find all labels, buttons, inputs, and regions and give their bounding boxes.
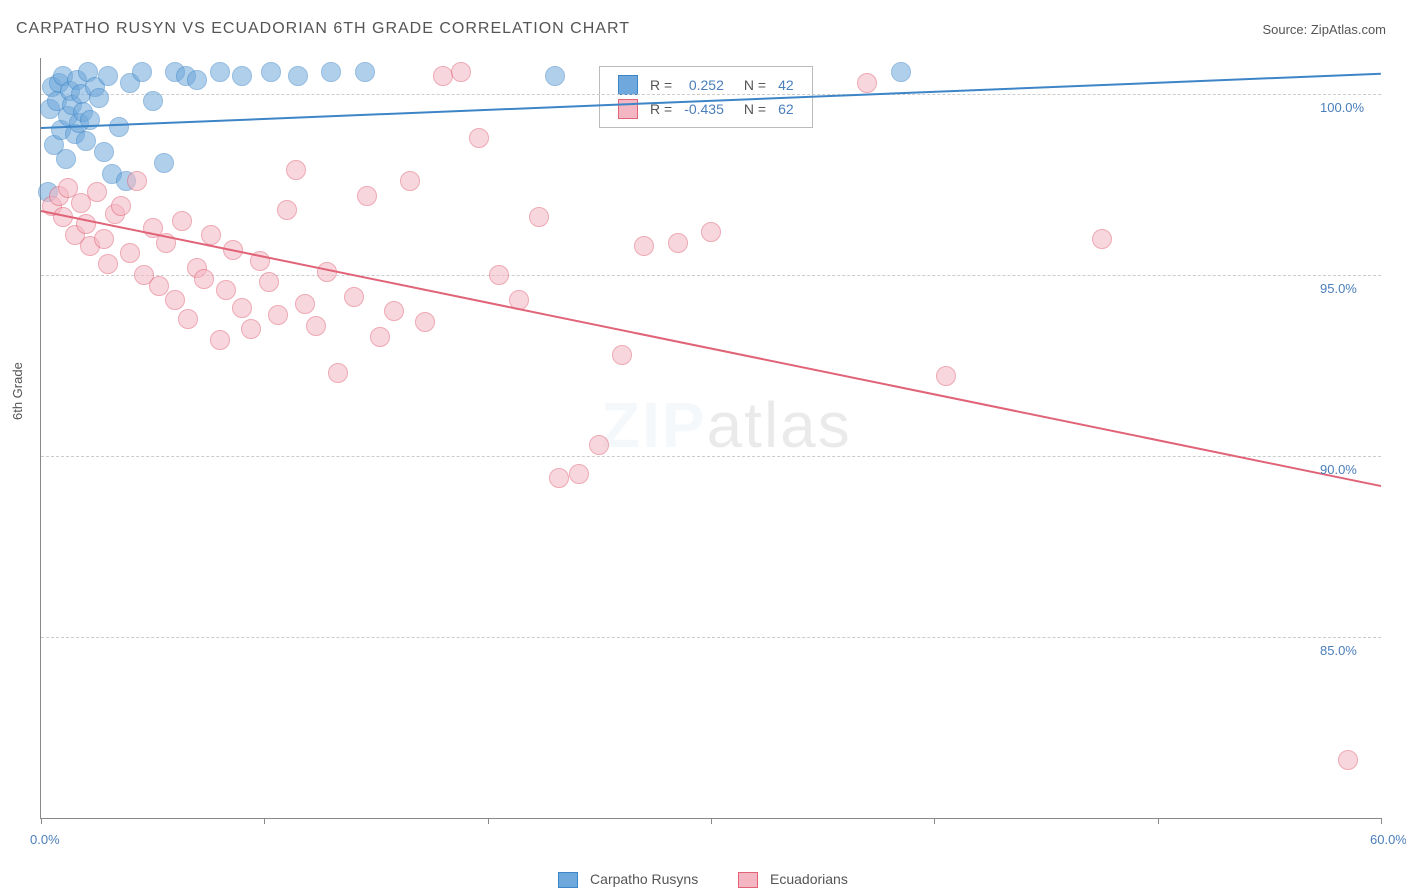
data-point-carpatho [288,66,308,86]
data-point-ecuadorian [120,243,140,263]
y-tick-label: 90.0% [1320,462,1357,477]
data-point-ecuadorian [98,254,118,274]
data-point-carpatho [891,62,911,82]
legend-label-ecuadorian: Ecuadorians [770,871,848,887]
data-point-ecuadorian [589,435,609,455]
data-point-ecuadorian [384,301,404,321]
watermark-light: atlas [707,389,852,461]
data-point-carpatho [232,66,252,86]
data-point-ecuadorian [259,272,279,292]
legend-item-ecuadorian: Ecuadorians [738,871,848,888]
data-point-carpatho [98,66,118,86]
data-point-ecuadorian [451,62,471,82]
y-tick-label: 100.0% [1320,100,1364,115]
x-tick-label: 60.0% [1370,832,1406,847]
data-point-ecuadorian [216,280,236,300]
data-point-ecuadorian [295,294,315,314]
gridline-h [41,275,1381,276]
data-point-carpatho [94,142,114,162]
data-point-ecuadorian [668,233,688,253]
data-point-ecuadorian [241,319,261,339]
data-point-ecuadorian [268,305,288,325]
data-point-ecuadorian [172,211,192,231]
gridline-h [41,637,1381,638]
data-point-ecuadorian [165,290,185,310]
data-point-ecuadorian [111,196,131,216]
data-point-ecuadorian [286,160,306,180]
data-point-ecuadorian [1338,750,1358,770]
data-point-ecuadorian [306,316,326,336]
data-point-carpatho [210,62,230,82]
data-point-ecuadorian [127,171,147,191]
legend-swatch-carpatho [558,872,578,888]
x-tick-label: 0.0% [30,832,60,847]
data-point-carpatho [89,88,109,108]
data-point-ecuadorian [400,171,420,191]
legend-bottom: Carpatho Rusyns Ecuadorians [0,871,1406,888]
data-point-ecuadorian [210,330,230,350]
x-tick [488,818,489,824]
legend-item-carpatho: Carpatho Rusyns [558,871,698,888]
data-point-ecuadorian [94,229,114,249]
gridline-h [41,94,1381,95]
data-point-ecuadorian [149,276,169,296]
data-point-ecuadorian [415,312,435,332]
y-tick-label: 85.0% [1320,643,1357,658]
data-point-ecuadorian [357,186,377,206]
data-point-ecuadorian [612,345,632,365]
data-point-carpatho [187,70,207,90]
data-point-carpatho [76,131,96,151]
data-point-ecuadorian [1092,229,1112,249]
data-point-carpatho [545,66,565,86]
data-point-ecuadorian [529,207,549,227]
y-axis-label: 6th Grade [10,362,25,420]
data-point-ecuadorian [277,200,297,220]
data-point-ecuadorian [344,287,364,307]
data-point-ecuadorian [370,327,390,347]
chart-source: Source: ZipAtlas.com [1262,22,1386,37]
data-point-carpatho [132,62,152,82]
trend-line-ecuadorian [41,210,1381,487]
data-point-ecuadorian [194,269,214,289]
data-point-carpatho [56,149,76,169]
watermark-bold: ZIP [601,389,707,461]
x-tick [41,818,42,824]
plot-area: ZIPatlas R =0.252N =42R =-0.435N =62 [40,58,1381,819]
y-tick-label: 95.0% [1320,281,1357,296]
chart-title: CARPATHO RUSYN VS ECUADORIAN 6TH GRADE C… [16,20,630,38]
data-point-ecuadorian [433,66,453,86]
data-point-carpatho [143,91,163,111]
legend-swatch-ecuadorian [738,872,758,888]
data-point-ecuadorian [232,298,252,318]
data-point-ecuadorian [489,265,509,285]
data-point-ecuadorian [87,182,107,202]
data-point-carpatho [109,117,129,137]
data-point-ecuadorian [549,468,569,488]
data-point-ecuadorian [936,366,956,386]
data-point-ecuadorian [857,73,877,93]
x-tick [1381,818,1382,824]
data-point-ecuadorian [328,363,348,383]
watermark: ZIPatlas [601,388,852,462]
data-point-carpatho [261,62,281,82]
data-point-ecuadorian [178,309,198,329]
data-point-ecuadorian [701,222,721,242]
x-tick [264,818,265,824]
data-point-carpatho [321,62,341,82]
x-tick [711,818,712,824]
x-tick [1158,818,1159,824]
data-point-ecuadorian [469,128,489,148]
data-point-carpatho [154,153,174,173]
data-point-ecuadorian [201,225,221,245]
data-point-ecuadorian [569,464,589,484]
legend-label-carpatho: Carpatho Rusyns [590,871,698,887]
data-point-ecuadorian [634,236,654,256]
data-point-carpatho [355,62,375,82]
gridline-h [41,456,1381,457]
x-tick [934,818,935,824]
